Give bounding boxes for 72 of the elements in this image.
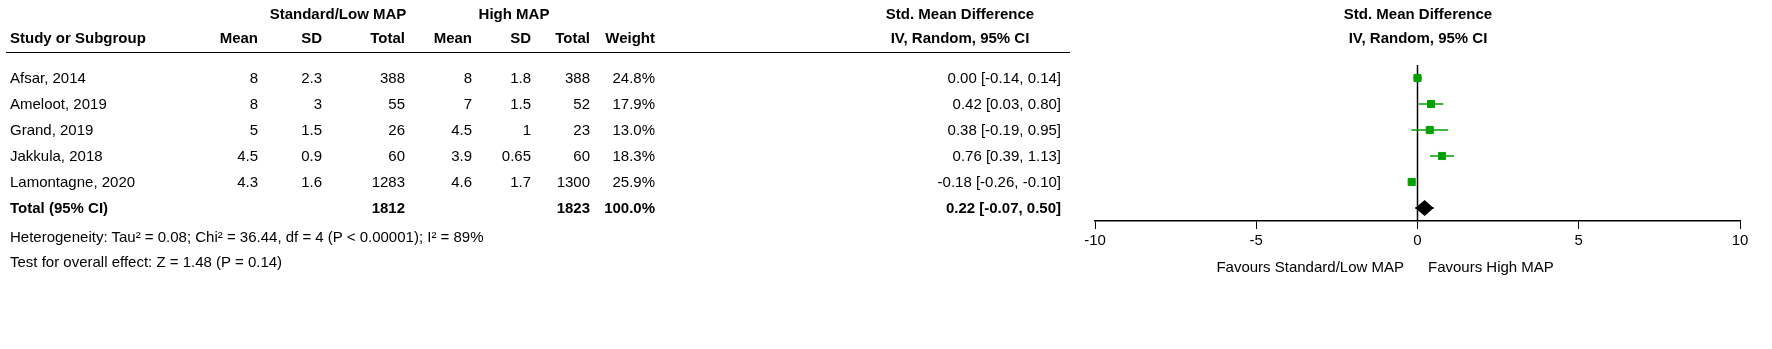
text: 60: [573, 147, 590, 164]
text: 3: [313, 95, 322, 112]
text: 3.9: [451, 147, 472, 164]
text: 4.3: [237, 173, 258, 190]
text: 24.8%: [612, 69, 655, 86]
text: High MAP: [478, 4, 550, 24]
text: 0.42 [0.03, 0.80]: [952, 95, 1061, 112]
category-label: Ameloot, 2019: [10, 95, 107, 112]
x-tick-label: -5: [1249, 231, 1263, 249]
text: 52: [573, 95, 590, 112]
text: 8: [249, 95, 258, 112]
text: 60: [388, 147, 405, 164]
text: 1823: [556, 199, 590, 216]
text: 4.5: [237, 147, 258, 164]
text: 388: [564, 69, 590, 86]
text: 100.0%: [604, 199, 655, 216]
category-label: Total: [555, 28, 590, 48]
chart-subtitle: IV, Random, 95% CI: [1348, 28, 1488, 48]
text: 18.3%: [612, 147, 655, 164]
text: 17.9%: [612, 95, 655, 112]
text: 8: [463, 69, 472, 86]
text: 0.76 [0.39, 1.13]: [952, 147, 1061, 164]
text: 4.6: [451, 173, 472, 190]
text: Heterogeneity: Tau² = 0.08; Chi² = 36.44, df = 4 (P < 0.00001); I² = 89%: [10, 227, 484, 247]
text: 4.5: [451, 121, 472, 138]
text: 1.5: [510, 95, 531, 112]
category-label: SD: [510, 28, 531, 48]
text: 5: [249, 121, 258, 138]
text: 2.3: [301, 69, 322, 86]
x-tick-label: -10: [1084, 231, 1106, 249]
text: 1283: [371, 173, 405, 190]
text: Favours High MAP: [1428, 257, 1554, 277]
text: 23: [573, 121, 590, 138]
text: 1.8: [510, 69, 531, 86]
text: 55: [388, 95, 405, 112]
text: 0.65: [501, 147, 531, 164]
text: 8: [249, 69, 258, 86]
category-label: Jakkula, 2018: [10, 147, 103, 164]
text: Favours Standard/Low MAP: [1216, 257, 1404, 277]
category-label: Total: [370, 28, 405, 48]
x-tick-label: 0: [1413, 231, 1422, 249]
text: 13.0%: [612, 121, 655, 138]
text: Standard/Low MAP: [269, 4, 407, 24]
text: -0.18 [-0.26, -0.10]: [937, 173, 1061, 190]
category-label: Total (95% CI): [10, 199, 109, 216]
text: 1.5: [301, 121, 322, 138]
category-label: Study or Subgroup: [10, 28, 146, 48]
category-label: Std. Mean Difference IV, Random, 95% CI: [885, 4, 1035, 48]
text: 0.22 [-0.07, 0.50]: [945, 199, 1061, 216]
text: 1.7: [510, 173, 531, 190]
text: 26: [388, 121, 405, 138]
text: Test for overall effect: Z = 1.48 (P = 0.14): [10, 252, 283, 272]
category-label: Mean: [219, 28, 258, 48]
x-tick-label: 10: [1731, 231, 1749, 249]
category-label: Grand, 2019: [10, 121, 94, 138]
text: 0.38 [-0.19, 0.95]: [947, 121, 1061, 138]
text: 25.9%: [612, 173, 655, 190]
category-label: Weight: [605, 28, 655, 48]
text: 1.6: [301, 173, 322, 190]
category-label: SD: [301, 28, 322, 48]
chart-title: Std. Mean Difference: [1343, 4, 1493, 24]
category-label: Mean: [433, 28, 472, 48]
category-label: Afsar, 2014: [10, 69, 86, 86]
text: 1812: [371, 199, 405, 216]
x-tick-label: 5: [1574, 231, 1583, 249]
text: 0.9: [301, 147, 322, 164]
category-label: Lamontagne, 2020: [10, 173, 136, 190]
text: 7: [463, 95, 472, 112]
text: 1300: [556, 173, 590, 190]
text: 388: [379, 69, 405, 86]
text: 0.00 [-0.14, 0.14]: [947, 69, 1061, 86]
text: 1: [522, 121, 531, 138]
